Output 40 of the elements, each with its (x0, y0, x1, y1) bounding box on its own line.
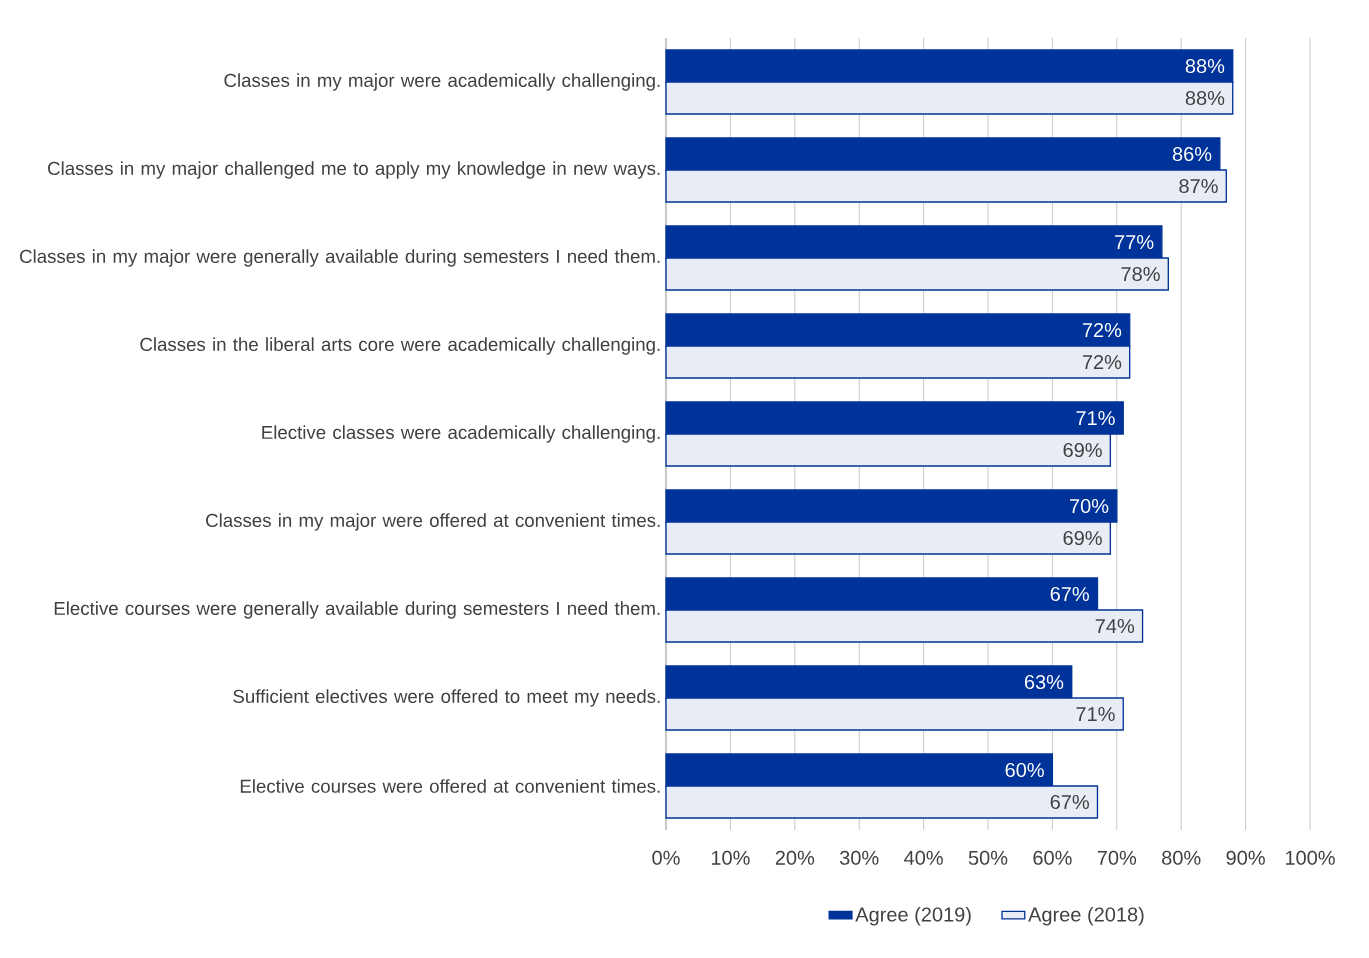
x-tick-label: 40% (904, 850, 943, 865)
data-label: 67% (1050, 794, 1089, 810)
legend-label: Agree (2019) (855, 906, 971, 926)
data-label: 88% (1185, 90, 1225, 106)
y-tick-label: Elective courses were generally available during semesters I need them. (54, 601, 660, 619)
x-tick-label: 80% (1162, 850, 1201, 865)
legend-label: Agree (2018) (1028, 906, 1144, 926)
data-label: 67% (1050, 586, 1089, 602)
data-label: 69% (1063, 442, 1102, 458)
data-label: 77% (1115, 235, 1154, 250)
y-tick-label: Sufficient electives were offered to meet my needs. (233, 689, 660, 707)
y-tick-label: Classes in my major were academically challenging. (224, 73, 660, 91)
y-tick-label: Classes in my major were generally available during semesters I need them. (20, 249, 660, 267)
y-tick-label: Classes in my major challenged me to apply my knowledge in new ways. (48, 161, 660, 179)
y-tick-label: Elective classes were academically challenging. (262, 425, 660, 443)
y-tick-label: Classes in the liberal arts core were academically challenging. (140, 337, 660, 355)
data-label: 60% (1005, 762, 1044, 778)
data-label: 71% (1076, 411, 1115, 426)
data-label: 87% (1179, 178, 1218, 194)
x-tick-label: 20% (775, 850, 815, 865)
data-label: 71% (1076, 707, 1115, 722)
data-label: 70% (1070, 498, 1109, 514)
y-tick-label: Elective courses were offered at convenient times. (240, 779, 660, 793)
data-label: 69% (1063, 530, 1102, 546)
x-tick-label: 70% (1097, 850, 1137, 865)
x-tick-label: 10% (711, 850, 750, 865)
data-label: 72% (1082, 322, 1122, 338)
data-label: 86% (1172, 146, 1212, 162)
data-label: 78% (1121, 266, 1160, 282)
x-tick-label: 50% (968, 850, 1008, 865)
data-label: 72% (1082, 354, 1122, 370)
data-label: 88% (1185, 58, 1225, 74)
x-tick-label: 30% (839, 850, 879, 865)
y-tick-label: Classes in my major were offered at convenient times. (206, 513, 660, 531)
x-tick-label: 100% (1285, 850, 1335, 865)
data-label: 74% (1095, 619, 1135, 634)
x-tick-label: 90% (1226, 850, 1265, 865)
x-tick-label: 60% (1033, 850, 1072, 865)
x-tick-label: 0% (652, 850, 680, 865)
data-label: 63% (1024, 674, 1064, 690)
